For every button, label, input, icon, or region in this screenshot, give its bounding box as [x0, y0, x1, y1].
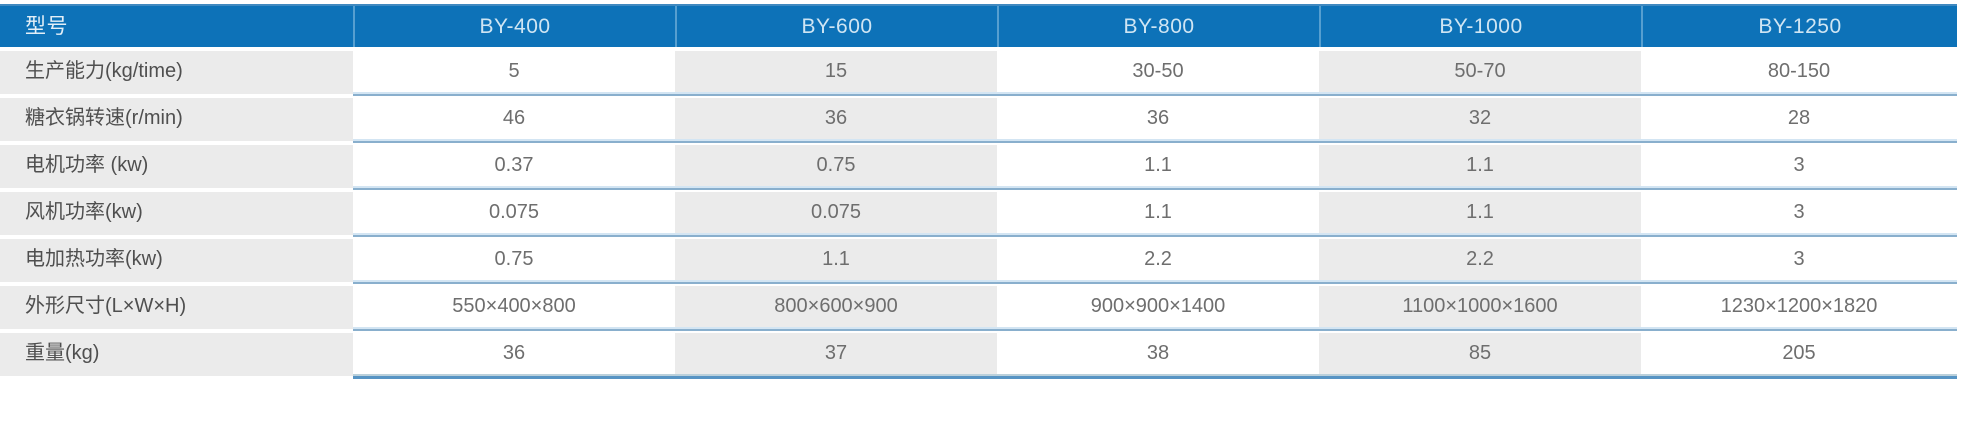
cell-value: 37 [675, 333, 997, 376]
cell-value: 46 [353, 98, 675, 141]
header-model-label: 型号 [25, 15, 68, 38]
row-label: 电加热功率(kw) [0, 239, 353, 282]
cell-value: 5 [353, 51, 675, 94]
cell-value: 85 [1319, 333, 1641, 376]
cell-value: 550×400×800 [353, 286, 675, 329]
cell-value: 3 [1641, 192, 1957, 235]
table-row-heating-power: 电加热功率(kw) 0.75 1.1 2.2 2.2 3 [0, 239, 1957, 282]
cell-value: 800×600×900 [675, 286, 997, 329]
header-model-by400: BY-400 [353, 6, 675, 47]
cell-value: 3 [1641, 145, 1957, 188]
cell-value: 1.1 [997, 192, 1319, 235]
cell-value: 36 [675, 98, 997, 141]
cell-value: 205 [1641, 333, 1957, 376]
cell-value: 1.1 [997, 145, 1319, 188]
cell-value: 900×900×1400 [997, 286, 1319, 329]
header-model-by1000: BY-1000 [1319, 6, 1641, 47]
table-row-capacity: 生产能力(kg/time) 5 15 30-50 50-70 80-150 [0, 51, 1957, 94]
specification-table: 型号 BY-400 BY-600 BY-800 BY-1000 BY-1250 … [0, 4, 1957, 380]
row-label: 生产能力(kg/time) [0, 51, 353, 94]
cell-value: 0.075 [675, 192, 997, 235]
header-model-by600: BY-600 [675, 6, 997, 47]
cell-value: 50-70 [1319, 51, 1641, 94]
header-model-by800: BY-800 [997, 6, 1319, 47]
row-label: 外形尺寸(L×W×H) [0, 286, 353, 329]
cell-value: 30-50 [997, 51, 1319, 94]
row-label: 糖衣锅转速(r/min) [0, 98, 353, 141]
table-row-motor-power: 电机功率 (kw) 0.37 0.75 1.1 1.1 3 [0, 145, 1957, 188]
cell-value: 38 [997, 333, 1319, 376]
cell-value: 2.2 [997, 239, 1319, 282]
cell-value: 0.37 [353, 145, 675, 188]
cell-value: 80-150 [1641, 51, 1957, 94]
cell-value: 0.75 [675, 145, 997, 188]
cell-value: 36 [353, 333, 675, 376]
row-label: 电机功率 (kw) [0, 145, 353, 188]
table-row-weight: 重量(kg) 36 37 38 85 205 [0, 333, 1957, 376]
cell-value: 3 [1641, 239, 1957, 282]
table-header-row: 型号 BY-400 BY-600 BY-800 BY-1000 BY-1250 [0, 4, 1957, 47]
cell-value: 28 [1641, 98, 1957, 141]
table-row-fan-power: 风机功率(kw) 0.075 0.075 1.1 1.1 3 [0, 192, 1957, 235]
cell-value: 32 [1319, 98, 1641, 141]
cell-value: 1230×1200×1820 [1641, 286, 1957, 329]
cell-value: 1100×1000×1600 [1319, 286, 1641, 329]
cell-value: 1.1 [1319, 192, 1641, 235]
cell-value: 0.075 [353, 192, 675, 235]
cell-value: 36 [997, 98, 1319, 141]
row-label: 风机功率(kw) [0, 192, 353, 235]
cell-value: 1.1 [1319, 145, 1641, 188]
cell-value: 1.1 [675, 239, 997, 282]
table-row-dimensions: 外形尺寸(L×W×H) 550×400×800 800×600×900 900×… [0, 286, 1957, 329]
header-model-by1250: BY-1250 [1641, 6, 1957, 47]
cell-value: 0.75 [353, 239, 675, 282]
table-row-pan-speed: 糖衣锅转速(r/min) 46 36 36 32 28 [0, 98, 1957, 141]
cell-value: 15 [675, 51, 997, 94]
row-label: 重量(kg) [0, 333, 353, 376]
cell-value: 2.2 [1319, 239, 1641, 282]
